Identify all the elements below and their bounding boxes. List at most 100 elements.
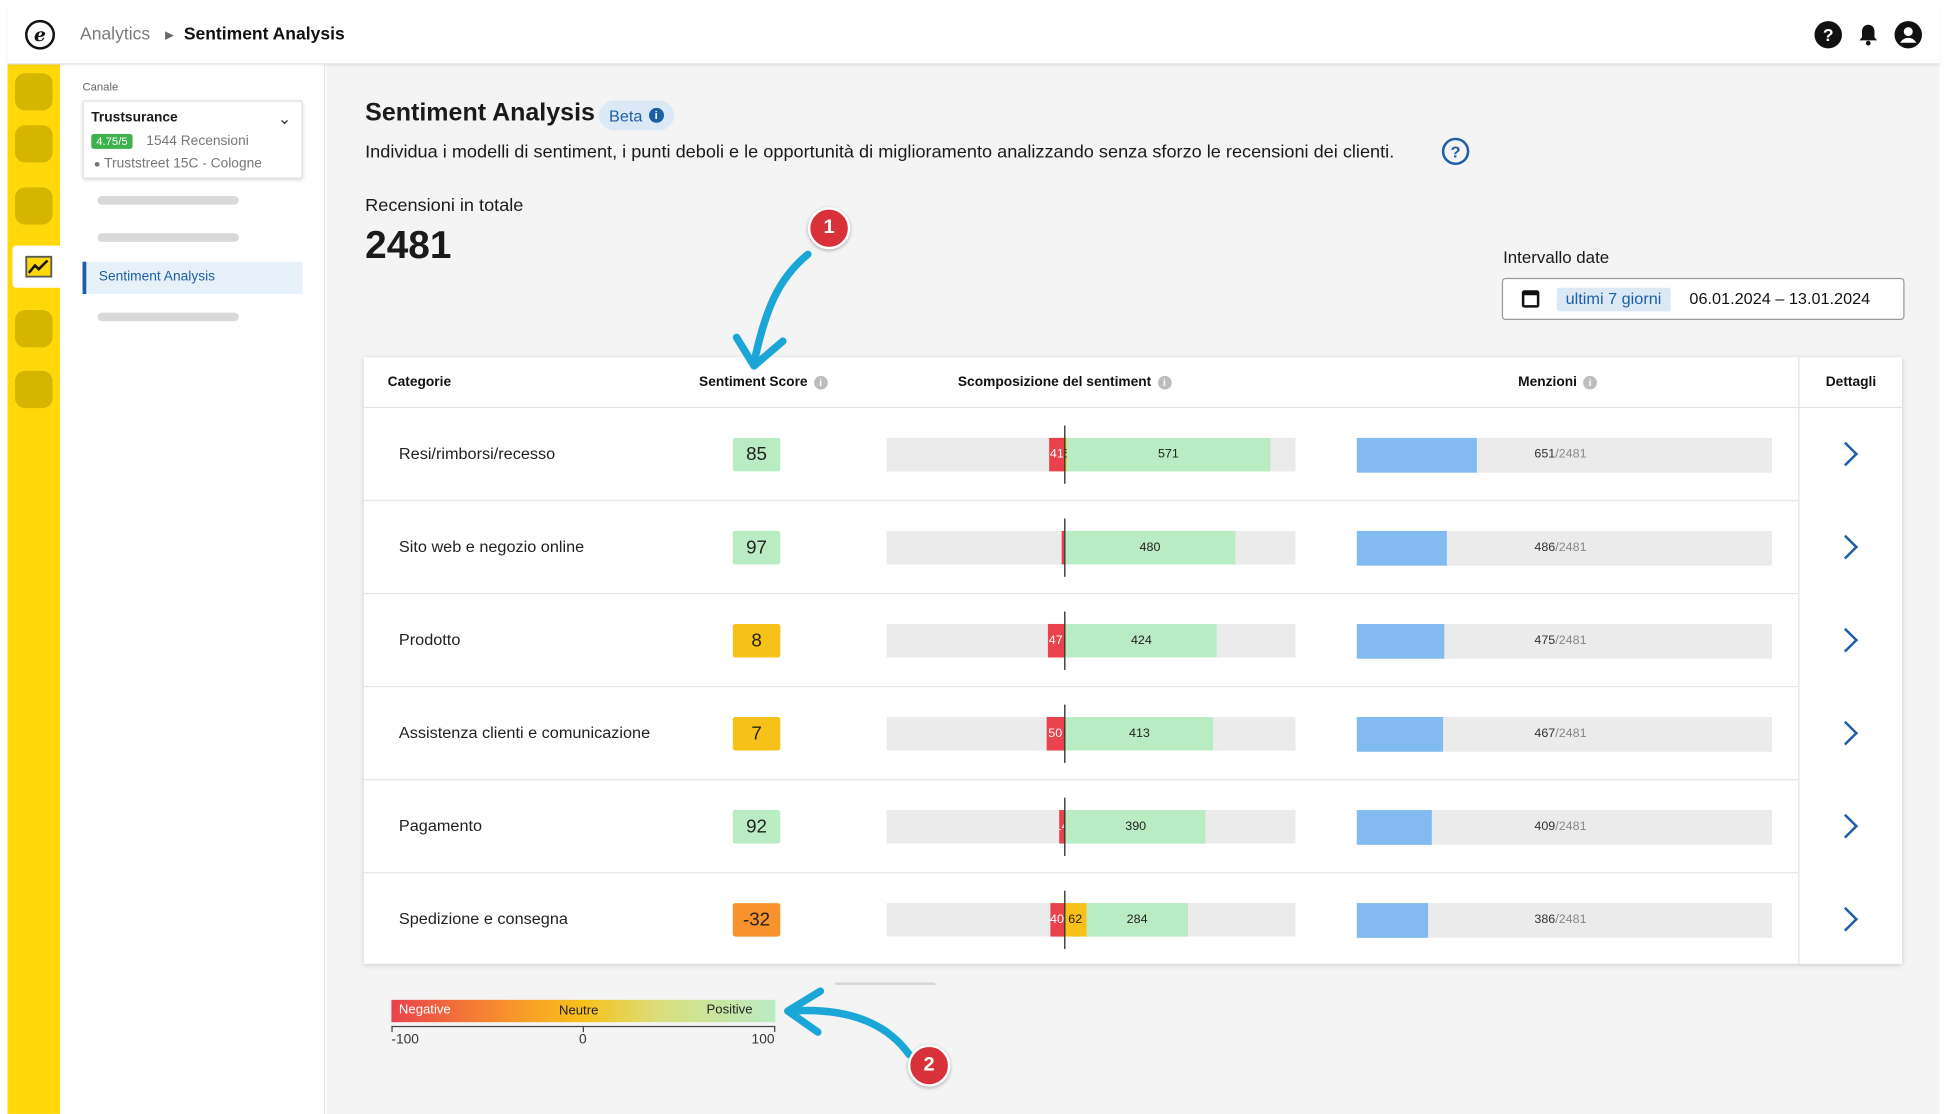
category-name: Sito web e negozio online xyxy=(398,537,585,556)
bell-icon[interactable] xyxy=(1854,21,1883,49)
rail-item-1[interactable] xyxy=(15,73,53,111)
rail-item-analytics[interactable] xyxy=(12,245,66,288)
mentions-total: /2481 xyxy=(1555,913,1587,927)
breadcrumb-analytics[interactable]: Analytics xyxy=(80,23,151,44)
review-count: 1544 Recensioni xyxy=(146,133,249,149)
info-icon[interactable]: i xyxy=(813,375,828,389)
mentions-total: /2481 xyxy=(1555,633,1587,648)
mentions-total: /2481 xyxy=(1555,540,1587,555)
sentiment-breakdown-bar: 504413 xyxy=(886,717,1296,751)
legend-tick xyxy=(582,1025,584,1033)
channel-selector[interactable]: Trustsurance ⌄ 4.75/5 1544 Recensioni ● … xyxy=(82,100,303,179)
table-row[interactable]: Sito web e negozio online 97 480 486/2481 xyxy=(363,501,1859,595)
chevron-right-icon[interactable] xyxy=(1833,720,1859,746)
chevron-right-icon[interactable] xyxy=(1833,906,1859,932)
table-row[interactable]: Spedizione e consegna -32 40 62 284 386/2481 xyxy=(363,873,1859,967)
legend-min: -100 xyxy=(391,1032,419,1047)
positive-segment: 571 xyxy=(1066,437,1271,472)
table-row[interactable]: Resi/rimborsi/recesso 85 416571 651/2481 xyxy=(363,408,1859,502)
chevron-down-icon[interactable]: ⌄ xyxy=(277,109,292,128)
mentions-total: /2481 xyxy=(1555,447,1587,462)
info-icon: i xyxy=(648,107,664,123)
mentions-count: 651/2481 xyxy=(1534,448,1586,462)
help-icon[interactable]: ? xyxy=(1814,21,1842,49)
sentiment-score-badge: 92 xyxy=(732,810,781,844)
legend-positive: Positive xyxy=(706,1002,753,1018)
mentions-count: 475/2481 xyxy=(1534,634,1586,648)
mentions-value: 486 xyxy=(1534,540,1556,555)
channel-label: Canale xyxy=(82,80,119,94)
info-icon[interactable]: i xyxy=(1157,375,1172,389)
help-circle-icon[interactable]: ? xyxy=(1441,137,1470,165)
mentions-fill xyxy=(1356,530,1447,566)
chevron-right-icon[interactable] xyxy=(1833,534,1859,560)
sentiment-breakdown-bar: 40 62 284 xyxy=(886,903,1296,937)
col-breakdown: Scomposizione del sentiment i xyxy=(958,375,1172,390)
total-reviews-value: 2481 xyxy=(365,223,452,267)
rail-item-6[interactable] xyxy=(15,370,53,409)
rail-item-5[interactable] xyxy=(15,310,53,348)
rail-item-3[interactable] xyxy=(15,187,53,225)
sentiment-legend: Negative Neutre Positive xyxy=(391,999,776,1023)
negative-segment: 47 xyxy=(1047,623,1065,658)
legend-negative: Negative xyxy=(398,1002,451,1018)
mentions-total: /2481 xyxy=(1555,726,1587,741)
positive-segment: 413 xyxy=(1065,717,1214,751)
sidebar-item-sentiment-analysis[interactable]: Sentiment Analysis xyxy=(82,261,303,294)
mentions-bar: 475/2481 xyxy=(1356,623,1772,659)
secondary-sidebar: Canale Trustsurance ⌄ 4.75/5 1544 Recens… xyxy=(60,64,326,1114)
date-range-picker[interactable]: ultimi 7 giorni 06.01.2024 – 13.01.2024 xyxy=(1501,277,1905,321)
positive-segment: 480 xyxy=(1064,530,1236,565)
category-name: Assistenza clienti e comunicazione xyxy=(398,723,651,742)
mentions-bar: 486/2481 xyxy=(1356,530,1772,566)
mentions-value: 467 xyxy=(1534,726,1556,741)
breadcrumb-current: Sentiment Analysis xyxy=(183,23,345,44)
sentiment-score-badge: 85 xyxy=(732,437,781,472)
positive-segment: 390 xyxy=(1065,810,1206,844)
chevron-right-icon[interactable] xyxy=(1833,813,1859,839)
top-header: e Analytics ▶ Sentiment Analysis ? xyxy=(7,4,1940,65)
mentions-count: 386/2481 xyxy=(1534,913,1586,927)
legend-tick xyxy=(774,1025,776,1033)
app-logo[interactable]: e xyxy=(25,19,56,50)
zero-marker xyxy=(1064,425,1066,484)
main-content: Sentiment Analysis Beta i Individua i mo… xyxy=(326,64,1940,1114)
annotation-marker-1: 1 xyxy=(807,207,851,250)
positive-segment: 284 xyxy=(1086,903,1188,937)
legend-tick xyxy=(391,1025,393,1033)
table-row[interactable]: Prodotto 8 474424 475/2481 xyxy=(363,594,1859,688)
date-range-label: Intervallo date xyxy=(1503,248,1610,267)
negative-segment: 14 xyxy=(1059,810,1065,844)
info-icon[interactable]: i xyxy=(1583,375,1597,389)
zero-marker xyxy=(1064,704,1066,763)
column-divider xyxy=(1798,357,1800,964)
chevron-right-icon[interactable] xyxy=(1833,627,1859,653)
col-details: Dettagli xyxy=(1825,374,1877,390)
legend-max: 100 xyxy=(751,1032,775,1047)
date-preset-chip[interactable]: ultimi 7 giorni xyxy=(1556,287,1671,312)
negative-segment: 50 xyxy=(1046,717,1065,751)
nav-placeholder-3[interactable] xyxy=(97,312,239,322)
col-mentions: Menzioni i xyxy=(1518,375,1597,390)
mentions-bar: 386/2481 xyxy=(1356,903,1772,938)
table-header: Categorie Sentiment Score i Scomposizione… xyxy=(363,357,1903,409)
table-row[interactable]: Pagamento 92 145390 409/2481 xyxy=(363,780,1859,874)
sentiment-score-badge: 8 xyxy=(732,623,781,658)
mentions-fill xyxy=(1356,623,1445,659)
sentiment-score-badge: -32 xyxy=(732,903,781,937)
nav-placeholder-1[interactable] xyxy=(97,195,239,205)
page-title: Sentiment Analysis xyxy=(365,99,595,127)
nav-placeholder-2[interactable] xyxy=(97,233,239,242)
table-row[interactable]: Assistenza clienti e comunicazione 7 50441… xyxy=(363,687,1859,781)
chevron-right-icon[interactable] xyxy=(1833,441,1859,467)
account-icon[interactable] xyxy=(1894,21,1923,49)
mentions-bar: 651/2481 xyxy=(1356,437,1772,473)
neutral-segment: 62 xyxy=(1064,903,1087,937)
channel-name: Trustsurance xyxy=(91,110,178,126)
page-description: Individua i modelli di sentiment, i punt… xyxy=(365,142,1395,163)
rail-item-2[interactable] xyxy=(15,125,53,163)
sentiment-breakdown-bar: 416571 xyxy=(886,437,1296,472)
mentions-value: 386 xyxy=(1534,913,1556,927)
divider-line xyxy=(835,982,936,985)
beta-badge[interactable]: Beta i xyxy=(598,100,674,131)
